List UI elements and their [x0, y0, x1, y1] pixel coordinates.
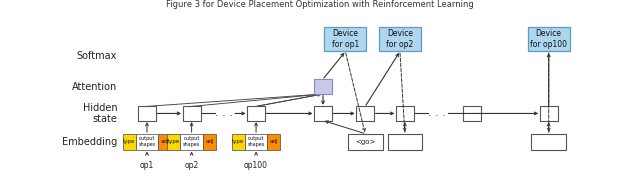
FancyBboxPatch shape — [540, 106, 557, 121]
Text: Device
for op1: Device for op1 — [332, 29, 359, 49]
Text: . . .: . . . — [215, 108, 233, 118]
FancyBboxPatch shape — [203, 134, 216, 150]
Text: Figure 3 for Device Placement Optimization with Reinforcement Learning: Figure 3 for Device Placement Optimizati… — [166, 0, 474, 9]
FancyBboxPatch shape — [138, 106, 156, 121]
FancyBboxPatch shape — [388, 134, 422, 150]
FancyBboxPatch shape — [314, 79, 332, 94]
FancyBboxPatch shape — [136, 134, 158, 150]
Text: output
shapes: output shapes — [138, 136, 156, 147]
Text: Attention: Attention — [72, 82, 117, 92]
FancyBboxPatch shape — [324, 27, 367, 52]
Text: type: type — [168, 139, 180, 144]
Text: type: type — [232, 139, 244, 144]
FancyBboxPatch shape — [356, 106, 374, 121]
Text: <go>: <go> — [355, 139, 376, 145]
Text: op2: op2 — [184, 161, 199, 170]
FancyBboxPatch shape — [158, 134, 172, 150]
Text: Device
for op2: Device for op2 — [387, 29, 413, 49]
FancyBboxPatch shape — [247, 106, 265, 121]
Text: output
shapes: output shapes — [183, 136, 200, 147]
FancyBboxPatch shape — [167, 134, 180, 150]
FancyBboxPatch shape — [182, 106, 200, 121]
FancyBboxPatch shape — [244, 134, 268, 150]
FancyBboxPatch shape — [531, 134, 566, 150]
FancyBboxPatch shape — [268, 134, 280, 150]
Text: type: type — [123, 139, 135, 144]
FancyBboxPatch shape — [396, 106, 414, 121]
Text: op100: op100 — [244, 161, 268, 170]
Text: op1: op1 — [140, 161, 154, 170]
FancyBboxPatch shape — [180, 134, 203, 150]
Text: Softmax: Softmax — [77, 51, 117, 61]
FancyBboxPatch shape — [463, 106, 481, 121]
FancyBboxPatch shape — [232, 134, 244, 150]
Text: Hidden
state: Hidden state — [83, 103, 117, 124]
FancyBboxPatch shape — [348, 134, 383, 150]
Text: Device
for op100: Device for op100 — [530, 29, 567, 49]
Text: adj: adj — [269, 139, 278, 144]
FancyBboxPatch shape — [527, 27, 570, 52]
Text: adj: adj — [205, 139, 214, 144]
FancyBboxPatch shape — [379, 27, 421, 52]
FancyBboxPatch shape — [314, 106, 332, 121]
FancyBboxPatch shape — [123, 134, 136, 150]
Text: Embedding: Embedding — [62, 137, 117, 147]
Text: adj: adj — [161, 139, 169, 144]
Text: . . .: . . . — [428, 108, 446, 118]
Text: output
shapes: output shapes — [248, 136, 265, 147]
